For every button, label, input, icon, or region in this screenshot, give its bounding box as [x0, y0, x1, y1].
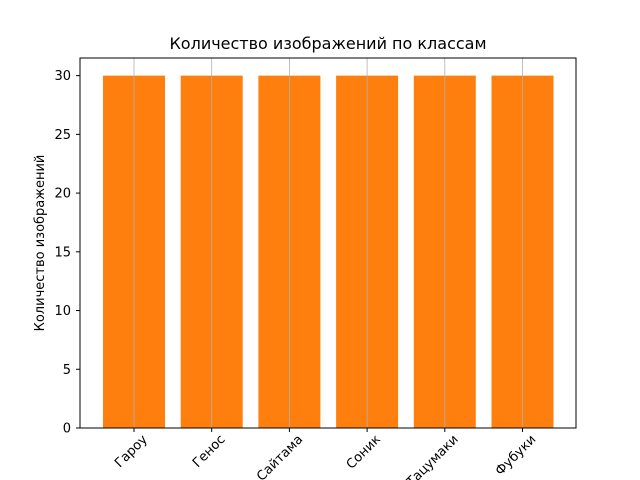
y-axis-label: Количество изображений: [33, 155, 48, 332]
y-tick-label: 25: [54, 128, 71, 143]
y-tick-label: 20: [54, 187, 71, 202]
chart-title: Количество изображений по классам: [169, 34, 486, 53]
x-tick-label: Генос: [190, 432, 229, 471]
x-tick-label: Сайтама: [254, 432, 306, 480]
bars-group: [103, 75, 554, 429]
y-tick-label: 15: [54, 245, 71, 260]
gridlines-group: [133, 58, 523, 428]
x-tick-label: Гароу: [112, 432, 151, 471]
y-axis-ticks: 0 5 10 15 20 25 30: [54, 69, 80, 437]
y-tick-label: 5: [63, 363, 71, 378]
x-axis-ticks: Гароу Генос Сайтама Соник Тацумаки Фубуки: [112, 428, 539, 480]
x-tick-label: Соник: [344, 432, 384, 472]
plot-frame: [79, 57, 577, 429]
x-tick-label: Фубуки: [493, 432, 540, 479]
y-tick-label: 30: [54, 69, 71, 84]
y-tick-label: 0: [63, 422, 71, 437]
y-tick-label: 10: [54, 304, 71, 319]
x-tick-label: Тацумаки: [403, 432, 461, 480]
